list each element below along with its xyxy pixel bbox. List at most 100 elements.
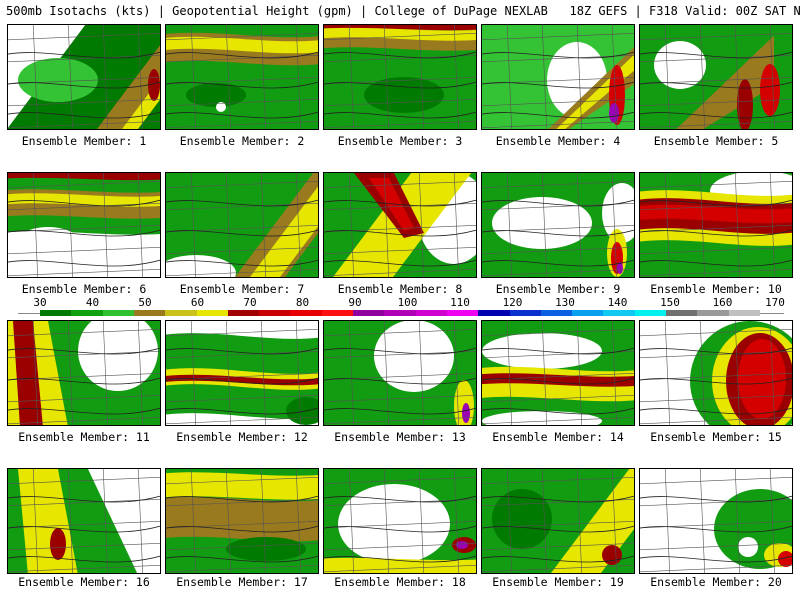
color-scale-tick-label: 40 [85, 296, 100, 309]
state-boundary-line [324, 246, 476, 255]
state-boundary-line [166, 416, 318, 425]
isotach-shading [456, 541, 468, 549]
state-boundary-line [260, 321, 266, 425]
state-boundary-line [664, 321, 670, 425]
state-boundary-line [166, 120, 318, 129]
height-contour [166, 199, 318, 207]
ensemble-member-panel [7, 468, 161, 574]
state-boundary-line [541, 173, 547, 277]
height-contour [166, 407, 318, 415]
color-scale-segment [666, 310, 698, 316]
state-boundary-line [611, 321, 617, 425]
ensemble-member-label: Ensemble Member: 20 [650, 575, 782, 589]
isotach-shading [324, 27, 476, 41]
state-boundary-line [324, 416, 476, 425]
ensemble-member-panel [481, 24, 635, 130]
height-contour [166, 555, 318, 563]
state-boundary-line [324, 180, 476, 189]
isotach-shading [738, 537, 758, 557]
height-contour [482, 525, 634, 533]
state-boundary-line [225, 25, 231, 129]
height-contour [324, 259, 476, 267]
height-contour [324, 495, 476, 503]
state-boundary-line [348, 173, 354, 277]
color-scale-segment [478, 310, 511, 316]
state-boundary-line [576, 321, 582, 425]
height-contour [8, 259, 160, 267]
state-boundary-line [734, 173, 740, 277]
state-boundary-line [482, 120, 634, 129]
height-contour [324, 555, 476, 563]
ensemble-member-panel [639, 24, 793, 130]
color-scale-segment [40, 310, 72, 316]
color-scale-segment [634, 310, 667, 316]
state-boundary-line [295, 173, 301, 277]
state-boundary-line [640, 180, 792, 189]
isotach-shading [462, 403, 470, 423]
state-boundary-line [8, 246, 160, 255]
state-boundary-line [32, 25, 38, 129]
height-contour [8, 525, 160, 533]
state-boundary-line [640, 246, 792, 255]
state-boundary-line [166, 98, 318, 107]
state-boundary-line [640, 476, 792, 485]
ensemble-member-panel [639, 172, 793, 278]
isotach-shading [482, 373, 634, 387]
color-scale-segment [165, 310, 197, 316]
height-contour [640, 259, 792, 267]
height-contour [482, 407, 634, 415]
state-boundary-line [640, 416, 792, 425]
state-boundary-line [541, 469, 547, 573]
state-boundary-line [137, 469, 143, 573]
state-boundary-line [506, 321, 512, 425]
ensemble-member-panel [165, 468, 319, 574]
state-boundary-line [383, 469, 389, 573]
state-boundary-line [166, 328, 318, 337]
state-boundary-line [324, 120, 476, 129]
ensemble-member-label: Ensemble Member: 18 [334, 575, 466, 589]
state-boundary-line [137, 25, 143, 129]
state-boundary-line [190, 173, 196, 277]
state-boundary-line [295, 321, 301, 425]
color-scale-tick-label: 30 [33, 296, 47, 309]
state-boundary-line [324, 476, 476, 485]
ensemble-member-label: Ensemble Member: 10 [650, 282, 782, 296]
state-boundary-line [225, 469, 231, 573]
ensemble-member-label: Ensemble Member: 13 [334, 430, 466, 444]
ensemble-member-label: Ensemble Member: 7 [179, 282, 305, 296]
ensemble-member-label: Ensemble Member: 19 [492, 575, 624, 589]
height-contour [482, 81, 634, 89]
ensemble-member-label: Ensemble Member: 11 [18, 430, 150, 444]
ensemble-member-panel [481, 172, 635, 278]
isotach-shading [602, 183, 634, 243]
ensemble-member-label: Ensemble Member: 8 [337, 282, 463, 296]
state-boundary-line [67, 25, 73, 129]
ensemble-member-panel [323, 172, 477, 278]
color-scale-segment [102, 310, 135, 316]
color-scale-tick-label: 150 [660, 296, 680, 309]
color-scale-legend: 30 40 50 60 70 80 90 100 110 120 130 140 150 160 170 [0, 296, 800, 322]
state-boundary-line [166, 32, 318, 41]
state-boundary-line [166, 476, 318, 485]
state-boundary-line [453, 321, 459, 425]
state-boundary-line [137, 321, 143, 425]
height-contour [324, 229, 476, 237]
height-contour [166, 377, 318, 385]
state-boundary-line [102, 469, 108, 573]
color-scale-tick-label: 170 [765, 296, 785, 309]
isotach-map [324, 321, 476, 425]
height-contour [640, 51, 792, 59]
state-boundary-line [8, 564, 160, 573]
isotach-shading [166, 472, 318, 500]
height-contour [640, 555, 792, 563]
state-boundary-line [734, 321, 740, 425]
height-contour [166, 495, 318, 503]
color-scale-tick-label: 90 [348, 296, 362, 309]
height-contour [324, 525, 476, 533]
state-boundary-line [506, 173, 512, 277]
height-contour [166, 347, 318, 355]
isotach-map [8, 173, 160, 277]
isotach-map [640, 469, 792, 573]
height-contour [166, 81, 318, 89]
height-contour [8, 347, 160, 355]
